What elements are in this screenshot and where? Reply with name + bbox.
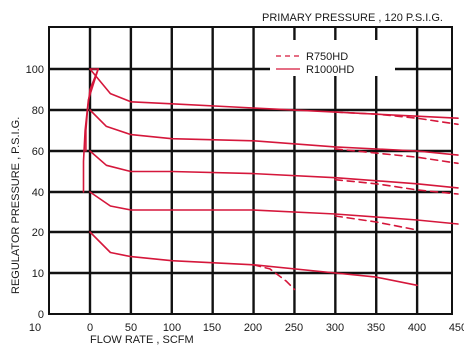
x-tick-label: 200 — [244, 322, 262, 334]
x-tick-label: 350 — [367, 322, 385, 334]
y-axis-title: REGULATOR PRESSURE , P.S.I.G. — [10, 117, 22, 294]
x-tick-label: 400 — [408, 322, 426, 334]
plot-frame — [48, 26, 453, 315]
tick-labels: 1005010015020025030035040045001020406080… — [26, 64, 464, 334]
y-tick-label: 40 — [32, 187, 44, 199]
x-tick-label: 450 — [449, 322, 464, 334]
x-tick-label: 150 — [203, 322, 221, 334]
series-line-r750hd — [252, 264, 296, 291]
series-layer — [82, 68, 459, 291]
x-axis-title: FLOW RATE , SCFM — [90, 334, 194, 346]
series-line-r1000hd — [89, 109, 459, 156]
y-tick-label: 60 — [32, 146, 44, 158]
series-line-r1000hd — [89, 231, 418, 287]
series-line-r1000hd — [89, 191, 459, 225]
series-line-r1000hd — [82, 68, 99, 193]
series-line-r750hd — [334, 215, 418, 231]
y-tick-label: 100 — [26, 64, 44, 76]
series-line-r750hd — [334, 111, 459, 126]
series-line-r750hd — [334, 148, 459, 165]
x-tick-label: 300 — [326, 322, 344, 334]
x-tick-label: 10 — [29, 322, 41, 334]
title-background — [262, 8, 452, 26]
grid — [48, 26, 453, 315]
y-tick-label: 0 — [38, 309, 44, 321]
x-tick-label: 0 — [87, 322, 93, 334]
x-tick-label: 250 — [285, 322, 303, 334]
chart-title: PRIMARY PRESSURE , 120 P.S.I.G. — [262, 12, 443, 24]
y-tick-label: 80 — [32, 105, 44, 117]
legend-background — [270, 40, 395, 76]
series-line-r750hd — [334, 178, 459, 195]
x-tick-label: 50 — [125, 322, 137, 334]
x-tick-label: 100 — [163, 322, 181, 334]
legend-label-r750hd: R750HD — [306, 51, 348, 63]
series-line-r1000hd — [89, 150, 459, 189]
y-tick-label: 20 — [32, 227, 44, 239]
y-tick-label: 10 — [32, 268, 44, 280]
legend-label-r1000hd: R1000HD — [306, 64, 354, 76]
